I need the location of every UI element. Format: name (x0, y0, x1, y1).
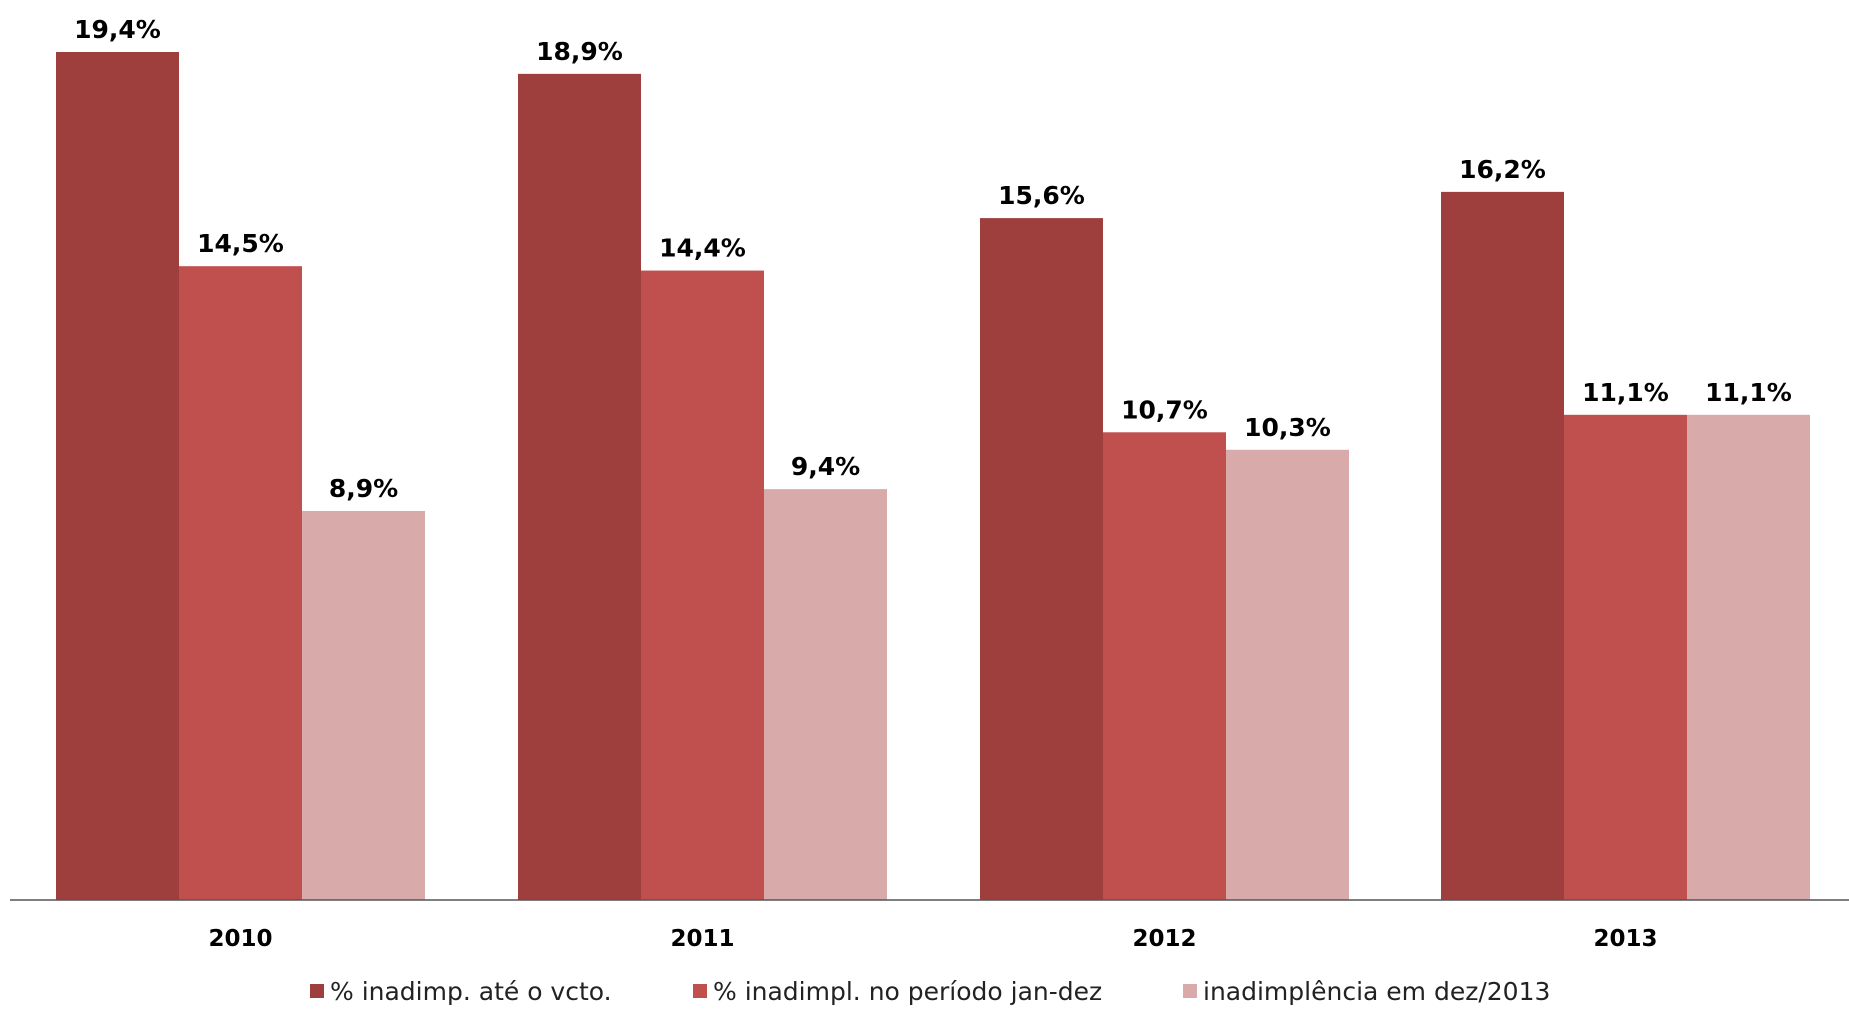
data-label-2013-series-3: 11,1% (1705, 378, 1792, 407)
bar-2010-series-3 (302, 510, 425, 900)
bar-2010-series-1 (56, 52, 179, 900)
data-label-2013-series-1: 16,2% (1459, 155, 1546, 184)
data-label-2011-series-1: 18,9% (536, 37, 623, 66)
data-label-2011-series-2: 14,4% (659, 234, 746, 263)
legend-label-series-1: % inadimp. até o vcto. (330, 977, 612, 1006)
legend: % inadimp. até o vcto. % inadimpl. no per… (310, 977, 1550, 1006)
value-labels-group: 19,4% 14,5% 8,9% 18,9% 14,4% 9,4% 15,6% 10,7% 10… (74, 15, 1792, 503)
data-label-2011-series-3: 9,4% (791, 452, 860, 481)
bar-2013-series-3 (1687, 414, 1810, 900)
category-label-2011: 2011 (670, 926, 734, 952)
legend-swatch-series-2 (693, 984, 707, 998)
data-label-2010-series-3: 8,9% (329, 474, 398, 503)
data-label-2013-series-2: 11,1% (1582, 378, 1669, 407)
category-label-2010: 2010 (208, 926, 272, 952)
data-label-2010-series-1: 19,4% (74, 15, 161, 44)
data-label-2012-series-3: 10,3% (1244, 413, 1331, 442)
bar-2012-series-1 (980, 218, 1103, 900)
category-label-2012: 2012 (1132, 926, 1196, 952)
bar-2010-series-2 (179, 266, 302, 901)
bar-2011-series-1 (518, 73, 641, 901)
legend-label-series-3: inadimplência em dez/2013 (1203, 977, 1550, 1006)
bar-2012-series-3 (1226, 449, 1349, 900)
bar-2011-series-2 (641, 270, 764, 900)
legend-label-series-2: % inadimpl. no período jan-dez (713, 977, 1102, 1006)
category-label-2013: 2013 (1593, 926, 1657, 952)
legend-swatch-series-1 (310, 984, 324, 998)
bars-group (56, 52, 1810, 901)
bar-2013-series-1 (1441, 191, 1564, 900)
bar-2011-series-3 (764, 489, 887, 900)
legend-swatch-series-3 (1183, 984, 1197, 998)
bar-2012-series-2 (1103, 432, 1226, 900)
category-labels-group: 2010 2011 2012 2013 (208, 926, 1657, 952)
data-label-2010-series-2: 14,5% (197, 229, 284, 258)
bar-2013-series-2 (1564, 414, 1687, 900)
data-label-2012-series-2: 10,7% (1121, 395, 1208, 424)
data-label-2012-series-1: 15,6% (998, 181, 1085, 210)
